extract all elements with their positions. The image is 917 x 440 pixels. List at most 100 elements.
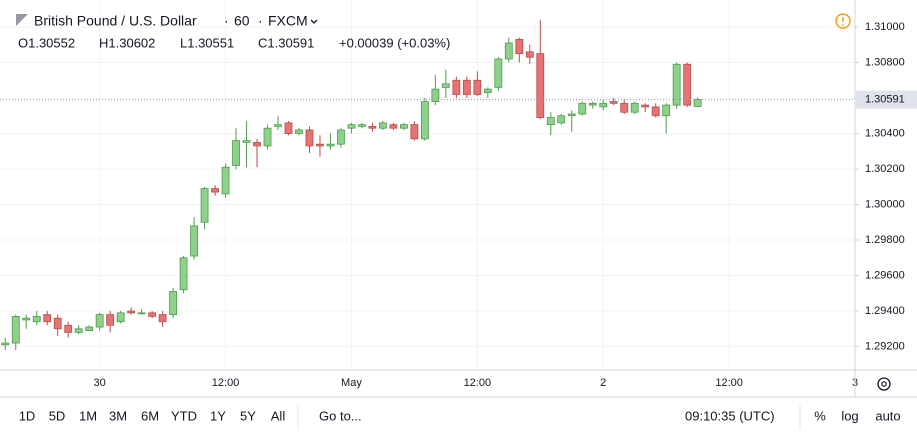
candle [504, 37, 513, 63]
candle [242, 121, 251, 168]
candle-body [32, 315, 41, 323]
y-tick-label: 1.30200 [865, 163, 905, 175]
candle-body [190, 225, 198, 257]
interval[interactable]: 60 [234, 13, 250, 29]
candle-body [546, 117, 555, 126]
ohlc-open: O1.30552 [18, 35, 75, 50]
candle [515, 37, 524, 63]
range-button[interactable]: 1Y [210, 408, 226, 423]
candle-body [441, 83, 450, 88]
settings-icon[interactable] [877, 377, 891, 391]
goto-button[interactable]: Go to... [319, 408, 362, 423]
y-tick-label: 1.30000 [865, 198, 905, 210]
candle [379, 121, 387, 130]
candle [32, 311, 41, 326]
candle [179, 256, 188, 294]
clock: 09:10:35 (UTC) [685, 408, 775, 423]
candle-body [200, 188, 209, 223]
range-button[interactable]: 5Y [240, 408, 256, 423]
candle-body [609, 101, 618, 104]
toolbar: 1D 5D 1M 3M 6M YTD 1Y 5Y All Go to... 09:10:35 (UT… [19, 408, 901, 423]
candle-body [1, 342, 10, 346]
candle-body [420, 101, 429, 140]
candle [578, 101, 587, 116]
symbol-title[interactable]: British Pound / U.S. Dollar [34, 13, 197, 29]
candle [609, 98, 618, 106]
candle [95, 312, 104, 331]
candle-body [211, 188, 219, 193]
candle [494, 57, 503, 91]
candle [567, 110, 576, 132]
range-button[interactable]: YTD [171, 408, 197, 423]
candle [116, 311, 125, 324]
y-tick-label: 1.31000 [865, 21, 905, 33]
scale-option[interactable]: log [841, 408, 858, 423]
candle [64, 321, 73, 338]
candle [127, 307, 136, 315]
candle [557, 113, 566, 125]
candle [588, 101, 597, 109]
y-tick-label: 1.29600 [865, 269, 905, 281]
ohlc-close: C1.30591 [258, 35, 314, 50]
scale-option[interactable]: auto [875, 408, 900, 423]
candle [358, 122, 366, 129]
candle [410, 121, 419, 141]
candle-body [410, 124, 419, 140]
candle-body [630, 102, 639, 113]
gear-outline [877, 377, 891, 391]
x-tick-label: May [341, 377, 362, 389]
candle [74, 325, 83, 335]
candle [274, 115, 282, 130]
range-button[interactable]: All [271, 408, 286, 423]
scale-option[interactable]: % [814, 408, 826, 423]
x-tick-label: 12:00 [464, 377, 492, 389]
range-button[interactable]: 1M [79, 408, 97, 423]
candle [420, 98, 429, 141]
candle [305, 126, 314, 154]
candle-body [22, 317, 31, 321]
candle-body [379, 122, 387, 129]
candle [441, 69, 450, 99]
candle [347, 122, 356, 134]
range-button[interactable]: 3M [109, 408, 127, 423]
candle [158, 311, 167, 328]
dropdown-chevron[interactable] [310, 19, 318, 24]
candle-body [85, 326, 94, 331]
alert-icon-dot [842, 24, 844, 26]
candle-body [326, 143, 335, 147]
candle-body [148, 312, 157, 317]
candle [672, 62, 681, 109]
candle-body [137, 312, 146, 315]
y-tick-label: 1.30400 [865, 127, 905, 139]
alert-icon[interactable] [835, 13, 851, 29]
range-button[interactable]: 5D [49, 408, 66, 423]
symbol-icon [16, 14, 28, 26]
candle-body [536, 53, 545, 118]
candle [337, 128, 345, 148]
candle-body [693, 99, 702, 107]
candle-body [221, 166, 230, 195]
candle-body [662, 104, 671, 117]
candle-body [347, 124, 356, 129]
candle-body [64, 324, 73, 333]
candle-body [74, 328, 83, 333]
candle [200, 186, 209, 230]
range-button[interactable]: 6M [141, 408, 159, 423]
source[interactable]: FXCM [268, 13, 308, 29]
candle-body [127, 310, 136, 314]
candle-body [651, 106, 660, 117]
candle [85, 325, 94, 331]
candle [452, 76, 461, 99]
candle [316, 135, 324, 157]
last-price-label: 1.30591 [865, 94, 905, 106]
candle-body [578, 102, 587, 115]
candle-body [389, 124, 398, 129]
x-tick-label: 30 [94, 377, 106, 389]
candle [253, 138, 261, 168]
candle [399, 122, 408, 130]
range-button[interactable]: 1D [19, 408, 36, 423]
candle-body [641, 104, 650, 108]
candle-body [305, 129, 314, 147]
candle [389, 122, 398, 130]
